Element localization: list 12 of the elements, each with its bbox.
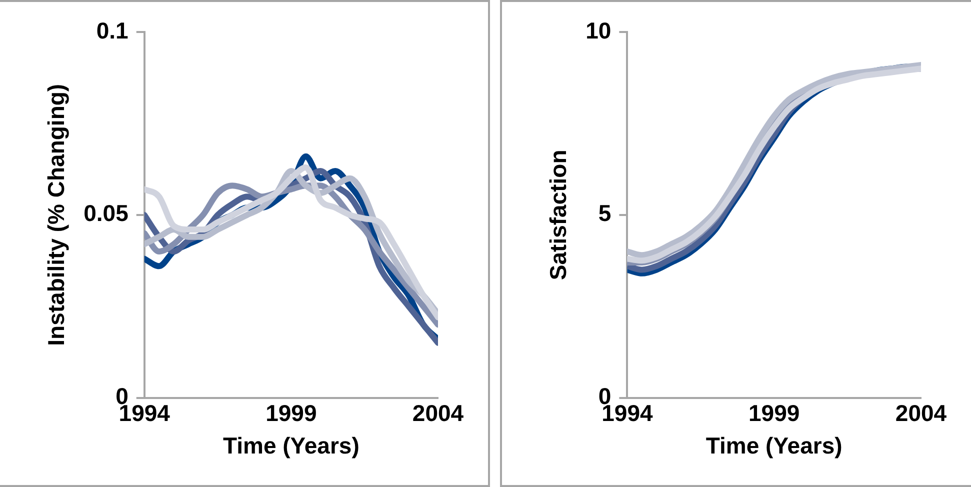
x-axis-title: Time (Years) [222, 432, 360, 459]
x-tick-label: 1999 [266, 400, 317, 426]
y-tick-label: 10 [586, 17, 612, 44]
x-tick-label: 1999 [748, 400, 800, 426]
x-tick-label: 2004 [412, 400, 464, 426]
y-axis-title: Instability (% Changing) [43, 84, 70, 346]
x-tick-label: 2004 [895, 400, 947, 426]
y-axis-title: Satisfaction [545, 150, 572, 280]
x-axis-title: Time (Years) [706, 432, 842, 459]
y-tick-label: 0.05 [84, 200, 129, 226]
y-tick-label: 0.1 [96, 17, 129, 44]
y-tick-label: 5 [598, 200, 612, 226]
